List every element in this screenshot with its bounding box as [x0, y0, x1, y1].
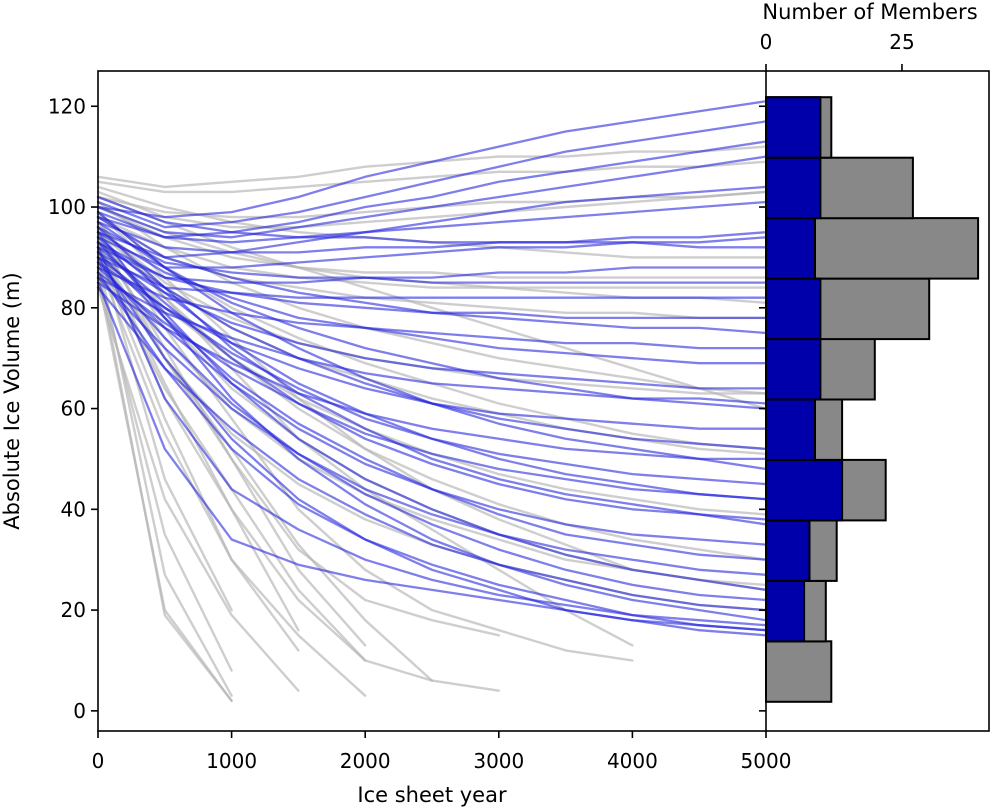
blue-series-line [96, 261, 768, 602]
x-tick-label: 3000 [473, 749, 524, 773]
grey-series-line [96, 210, 634, 571]
histogram-bar-all [765, 640, 833, 703]
ensemble-lines [96, 100, 768, 702]
y-tick-label: 0 [73, 699, 86, 723]
blue-series-line [96, 246, 768, 284]
grey-series-line [96, 246, 233, 612]
blue-series-line [96, 231, 768, 622]
histogram-axis-label: Number of Members [762, 0, 977, 24]
blue-series-line [96, 226, 768, 526]
grey-series-line [96, 261, 300, 652]
blue-series-line [96, 266, 768, 350]
y-tick-label: 80 [61, 296, 86, 320]
grey-series-line [96, 215, 768, 289]
x-tick-label: 1000 [206, 749, 257, 773]
blue-series-line [96, 155, 768, 239]
blue-series-line [96, 276, 768, 576]
x-tick-label: 2000 [340, 749, 391, 773]
member-histogram [765, 96, 980, 703]
blue-series-line [96, 241, 768, 592]
histogram-tick-label: 0 [760, 30, 773, 54]
tick-marks: 0 1000 2000 3000 4000 5000 0 20 40 60 80 100 120 0 25 [48, 30, 915, 773]
blue-series-line [96, 256, 768, 637]
blue-series-line [96, 271, 768, 632]
blue-series-line [96, 246, 768, 627]
histogram-bar-selected [765, 338, 822, 401]
grey-series-line [96, 276, 233, 702]
blue-series-line [96, 210, 768, 471]
grey-series-line [96, 251, 367, 697]
blue-series-line [96, 246, 768, 521]
blue-series-line [96, 271, 768, 501]
blue-series-line [96, 236, 768, 501]
blue-series-line [96, 200, 768, 244]
histogram-bar-selected [765, 398, 816, 461]
histogram-bar-selected [765, 579, 806, 643]
blue-series-line [96, 195, 768, 249]
blue-series-line [96, 120, 768, 229]
y-axis-label: Absolute Ice Volume (m) [0, 272, 24, 529]
histogram-bar-selected [765, 156, 822, 220]
blue-series-line [96, 226, 768, 284]
grey-series-line [96, 286, 300, 692]
grey-series-line [96, 195, 768, 410]
blue-series-line [96, 100, 768, 219]
grey-series-line [96, 225, 634, 662]
blue-series-line [96, 220, 768, 410]
grey-series-line [96, 246, 500, 692]
x-tick-label: 0 [92, 749, 105, 773]
blue-series-line [96, 236, 768, 269]
blue-series-line [96, 286, 768, 612]
plot-frame [97, 70, 990, 732]
grey-series-line [96, 160, 768, 194]
blue-series-line [96, 215, 768, 335]
histogram-tick-label: 25 [889, 30, 914, 54]
histogram-bar-selected [765, 96, 822, 159]
x-tick-label: 4000 [607, 749, 658, 773]
blue-series-line [96, 251, 768, 561]
axes [97, 70, 990, 732]
histogram-bar-selected [765, 458, 844, 522]
y-tick-label: 100 [48, 195, 86, 219]
blue-series-line [96, 251, 768, 390]
blue-series-line [96, 281, 768, 632]
x-axis-label: Ice sheet year [357, 783, 507, 807]
histogram-bar-selected [765, 217, 816, 280]
blue-series-line [96, 185, 768, 259]
y-tick-label: 20 [61, 598, 86, 622]
x-tick-label: 5000 [741, 749, 792, 773]
y-tick-label: 60 [61, 397, 86, 421]
histogram-bar-selected [765, 277, 822, 341]
blue-series-line [96, 281, 768, 461]
y-tick-label: 120 [48, 94, 86, 118]
blue-series-line [96, 276, 768, 405]
blue-series-line [96, 220, 768, 254]
histogram-bar-selected [765, 519, 811, 582]
blue-series-line [96, 231, 768, 365]
y-tick-label: 40 [61, 497, 86, 521]
blue-series-line [96, 140, 768, 239]
